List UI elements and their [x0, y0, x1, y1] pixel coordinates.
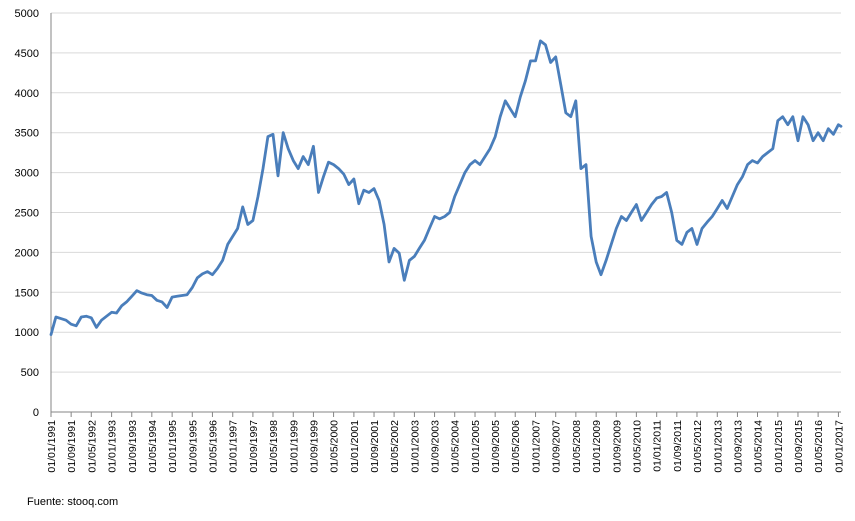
x-tick-label: 01/01/1995: [167, 420, 179, 473]
x-tick-label: 01/09/2015: [793, 420, 805, 473]
x-tick-label: 01/05/1996: [207, 420, 219, 473]
x-tick-label: 01/09/2007: [551, 420, 563, 473]
x-tick-label: 01/01/2003: [409, 420, 421, 473]
x-tick-label: 01/01/2013: [712, 420, 724, 473]
x-tick-label: 01/01/2001: [349, 420, 361, 473]
gridlines: [51, 12, 841, 373]
y-tick-label: 1000: [15, 327, 39, 339]
x-tick-label: 01/05/2012: [692, 420, 704, 473]
series-layer: [49, 39, 843, 336]
x-tick-label: 01/01/1999: [288, 420, 300, 473]
y-tick-label: 4000: [15, 88, 39, 100]
y-tick-label: 5000: [15, 8, 39, 20]
x-tick-label: 01/09/2003: [430, 420, 442, 473]
y-tick-label: 3500: [15, 128, 39, 140]
y-tick-label: 4500: [15, 48, 39, 60]
x-tick-label: 01/05/1994: [147, 420, 159, 473]
y-tick-label: 2000: [15, 247, 39, 259]
x-tick-label: 01/09/1991: [66, 420, 78, 473]
x-tick-label: 01/09/1999: [308, 420, 320, 473]
y-tick-label: 3000: [15, 168, 39, 180]
x-tick-label: 01/01/2005: [470, 420, 482, 473]
x-tick-label: 01/09/2011: [672, 420, 684, 472]
x-tick-label: 01/05/2010: [631, 420, 643, 473]
y-tick-label: 0: [33, 407, 39, 419]
x-tick-label: 01/01/2015: [773, 420, 785, 473]
y-tick-label: 2500: [15, 208, 39, 220]
x-tick-label: 01/05/1992: [86, 420, 98, 473]
x-tick-label: 01/05/2014: [753, 420, 765, 473]
x-axis-tick-labels: 01/01/1991 01/09/1991 01/05/1992 01/01/1993…: [46, 420, 845, 473]
x-tick-label: 01/09/2005: [490, 420, 502, 473]
y-tick-label: 500: [21, 367, 39, 379]
x-tick-label: 01/09/2009: [611, 420, 623, 473]
x-tick-label: 01/01/2017: [833, 420, 845, 473]
x-tick-label: 01/05/2004: [450, 420, 462, 473]
x-tick-label: 01/01/2011: [652, 420, 664, 472]
x-tick-label: 01/09/2013: [732, 420, 744, 473]
axes: [50, 13, 841, 417]
x-tick-label: 01/05/2000: [329, 420, 341, 473]
y-axis-tick-labels: 0 500 1000 1500 2000 2500 3000 3500 4000 4500 5000: [15, 8, 39, 419]
y-tick-label: 1500: [15, 287, 39, 299]
x-tick-label: 01/01/1991: [46, 420, 58, 473]
x-tick-label: 01/09/1997: [248, 420, 260, 473]
x-tick-label: 01/05/2016: [813, 420, 825, 473]
source-note: Fuente: stooq.com: [27, 496, 119, 508]
x-tick-label: 01/05/1998: [268, 420, 280, 473]
x-tick-label: 01/09/1993: [127, 420, 139, 473]
x-tick-label: 01/05/2006: [510, 420, 522, 473]
x-tick-label: 01/01/2007: [531, 420, 543, 473]
x-tick-label: 01/01/1997: [228, 420, 240, 473]
x-tick-label: 01/05/2008: [571, 420, 583, 473]
x-tick-label: 01/01/2009: [591, 420, 603, 473]
x-tick-label: 01/09/2001: [369, 420, 381, 473]
x-tick-label: 01/05/2002: [389, 420, 401, 473]
x-tick-label: 01/09/1995: [187, 420, 199, 473]
series-line: [49, 39, 843, 336]
x-tick-label: 01/01/1993: [107, 420, 119, 473]
